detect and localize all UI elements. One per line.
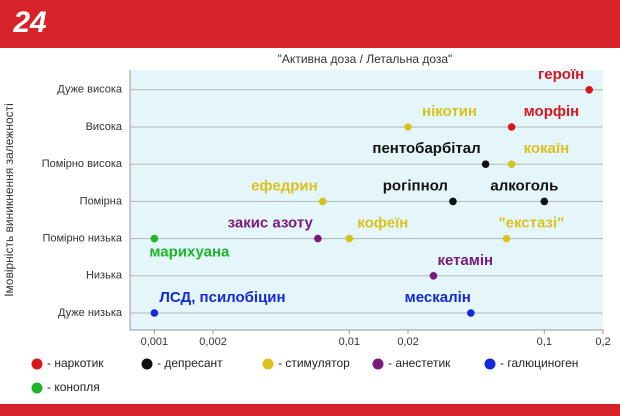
point-label: ефедрин <box>251 177 318 194</box>
x-tick-label: 0,02 <box>397 336 418 348</box>
legend-label: - конопля <box>47 380 100 394</box>
point-label: марихуана <box>149 244 230 261</box>
x-tick-label: 0,01 <box>339 336 360 348</box>
point-label: кокаїн <box>524 140 570 157</box>
y-tick-label: Помірно висока <box>42 158 123 170</box>
x-tick-label: 0,002 <box>199 336 227 348</box>
y-tick-label: Помірна <box>80 195 123 207</box>
legend-marker <box>372 358 384 370</box>
legend-marker <box>31 358 43 370</box>
logo: 24 <box>12 6 47 39</box>
footer-bar <box>0 404 620 416</box>
point-label: мескалін <box>405 289 471 306</box>
point <box>345 234 354 243</box>
plot-area <box>130 70 603 330</box>
x-tick-label: 0,1 <box>537 336 552 348</box>
point <box>540 197 549 206</box>
point-label: алкоголь <box>490 177 558 194</box>
legend-marker <box>484 358 496 370</box>
y-tick-label: Дуже низька <box>58 307 123 319</box>
x-tick-label: 0,001 <box>141 336 169 348</box>
legend-label: - галюциноген <box>500 356 578 370</box>
point-label: нікотин <box>422 103 477 120</box>
point <box>150 234 159 243</box>
y-tick-label: Висока <box>86 121 123 133</box>
point-label: рогіпнол <box>383 177 448 194</box>
point <box>318 197 327 206</box>
legend-label: - анестетик <box>388 356 451 370</box>
point <box>481 160 490 168</box>
point-label: закис азоту <box>228 215 314 232</box>
x-tick-label: 0,2 <box>595 336 610 348</box>
legend-label: - стимулятор <box>278 356 350 370</box>
point-label: кофеїн <box>357 215 408 232</box>
legend-marker <box>262 358 274 370</box>
y-tick-label: Помірно низька <box>42 233 122 245</box>
point <box>502 234 511 243</box>
y-tick-label: Низька <box>86 270 123 282</box>
point <box>429 272 438 280</box>
y-tick-label: Дуже висока <box>57 84 123 96</box>
point-label: кетамін <box>437 252 493 269</box>
point <box>507 160 516 168</box>
point <box>150 309 159 317</box>
point-label: героїн <box>538 66 584 83</box>
legend-marker <box>31 382 43 394</box>
y-axis-title: Імовірність виникнення залежності <box>2 103 16 297</box>
point <box>404 123 412 131</box>
point-label: пентобарбітал <box>372 140 480 157</box>
chart-title: "Активна доза / Летальна доза" <box>278 52 453 66</box>
point <box>467 309 475 317</box>
point-label: "екстазі" <box>499 215 565 232</box>
point <box>585 86 594 94</box>
legend-label: - наркотик <box>47 356 104 370</box>
point-label: морфін <box>524 103 580 120</box>
legend-marker <box>141 358 153 370</box>
legend-label: - депресант <box>157 356 223 370</box>
point <box>507 123 516 131</box>
point-label: ЛСД, псилобіцин <box>159 289 285 306</box>
header-bar <box>0 0 620 48</box>
point <box>314 234 322 243</box>
point <box>449 197 457 206</box>
